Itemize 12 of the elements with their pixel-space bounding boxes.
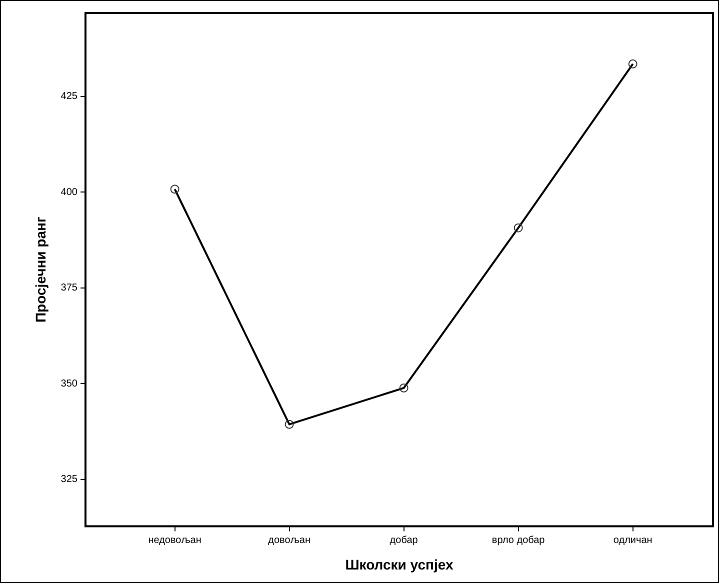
x-tick-label: недовољан (148, 534, 202, 546)
y-tick-label: 375 (60, 282, 78, 294)
y-tick-label: 425 (60, 91, 78, 102)
x-tick-label: добар (390, 534, 418, 546)
y-tick-label: 400 (60, 186, 78, 198)
x-tick-label: врло добар (492, 534, 546, 546)
x-axis-title: Школски успјех (345, 556, 454, 572)
y-axis-title: Просјечни ранг (32, 216, 48, 323)
y-tick-label: 350 (60, 378, 78, 390)
y-tick-label: 325 (60, 474, 78, 486)
x-tick-label: одличан (613, 534, 652, 546)
x-tick-label: довољан (268, 534, 310, 546)
